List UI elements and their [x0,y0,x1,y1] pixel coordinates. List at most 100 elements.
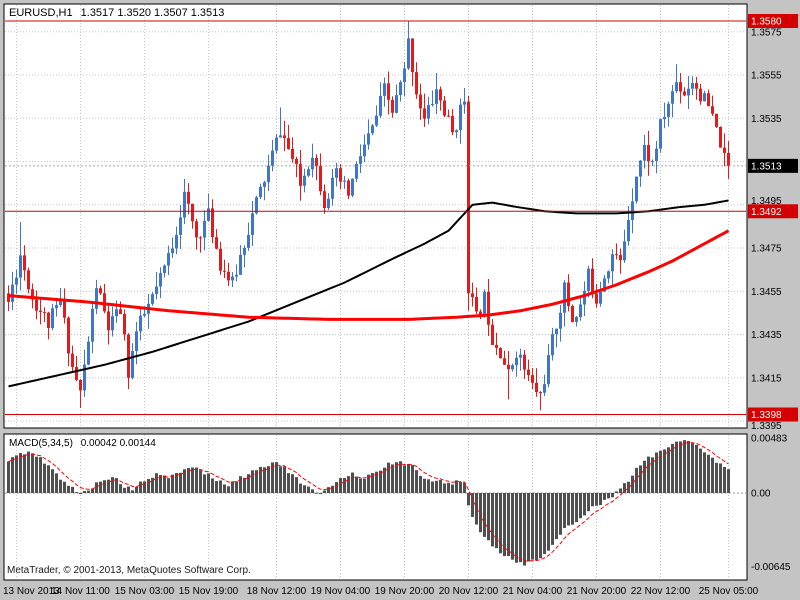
candle-up [343,180,346,182]
candle-up [231,276,234,281]
macd-bar [399,461,402,493]
macd-plot-area[interactable] [4,434,747,580]
macd-bar [135,486,138,493]
price-scale[interactable] [747,4,800,580]
candle-up [375,115,378,126]
macd-bar [63,481,66,493]
macd-bar [319,493,322,494]
candle-down [499,347,502,359]
time-scale[interactable] [0,581,747,600]
candle-up [171,248,174,254]
macd-bar [271,462,274,493]
candle-down [7,293,10,302]
macd-bar [419,475,422,493]
price-tick-label: 1.3415 [751,373,782,384]
candle-down [523,354,526,370]
candle-up [635,176,638,202]
candle-up [483,291,486,316]
candle-up [59,300,62,306]
candle-up [583,290,586,305]
macd-bar [403,465,406,493]
macd-bar [179,472,182,493]
macd-bar [199,470,202,493]
macd-bar [515,493,518,563]
macd-bar [7,461,10,493]
macd-bar [531,493,534,560]
macd-bar [203,474,206,493]
macd-bar [407,464,410,493]
candle-down [299,164,302,186]
candle-up [179,217,182,235]
macd-bar [579,493,582,519]
macd-bar [303,485,306,493]
candle-down [199,237,202,239]
macd-bar [711,457,714,493]
macd-bar [119,484,122,493]
price-plot-area[interactable] [4,4,747,428]
macd-bar [79,493,82,494]
macd-bar [131,490,134,493]
candle-down [471,293,474,298]
macd-bar [595,493,598,506]
macd-bar [71,486,74,493]
macd-bar [107,479,110,493]
macd-bar [175,473,178,493]
macd-bar [479,493,482,533]
macd-bar [631,475,634,493]
candle-up [183,191,186,218]
macd-bar [279,466,282,493]
macd-tick-label: 0.00483 [751,433,788,444]
macd-bar [723,466,726,493]
candle-down [495,344,498,348]
candle-up [255,197,258,214]
candle-up [675,82,678,92]
macd-tick-label: -0.00645 [751,562,791,573]
candle-down [447,115,450,117]
candle-up [371,125,374,134]
macd-bar [355,476,358,493]
macd-bar [291,474,294,493]
candle-down [723,147,726,153]
candle-up [159,273,162,287]
macd-bar [547,493,550,551]
macd-bar [387,462,390,493]
macd-bar [695,444,698,493]
macd-bar [211,478,214,493]
candle-up [607,271,610,279]
macd-bar [255,470,258,493]
macd-bar [55,473,58,493]
candle-up [91,308,94,342]
macd-bar [371,473,374,493]
macd-bar [459,482,462,493]
macd-bar [551,493,554,545]
candle-up [207,208,210,221]
ma-red-line [8,229,730,321]
time-tick-label: 20 Nov 12:00 [439,586,499,597]
macd-bar [143,481,146,493]
macd-bar [323,490,326,493]
macd-bar [295,477,298,493]
macd-bar [47,465,50,493]
candle-up [83,364,86,391]
macd-bar [343,478,346,493]
candle-up [703,93,706,102]
candle-up [19,255,22,278]
candle-down [451,115,454,133]
macd-bar [471,493,474,517]
candle-down [323,191,326,209]
macd-bar [619,488,622,493]
macd-bar [555,493,558,540]
candle-up [311,157,314,170]
candle-up [363,144,366,157]
candle-down [223,270,226,272]
macd-bar [391,464,394,493]
macd-bar [431,481,434,493]
candle-down [63,300,66,318]
macd-bar [615,491,618,493]
macd-bar [23,454,26,493]
candle-down [283,135,286,139]
candle-down [35,299,38,311]
candle-down [127,334,130,378]
macd-bar [635,467,638,493]
